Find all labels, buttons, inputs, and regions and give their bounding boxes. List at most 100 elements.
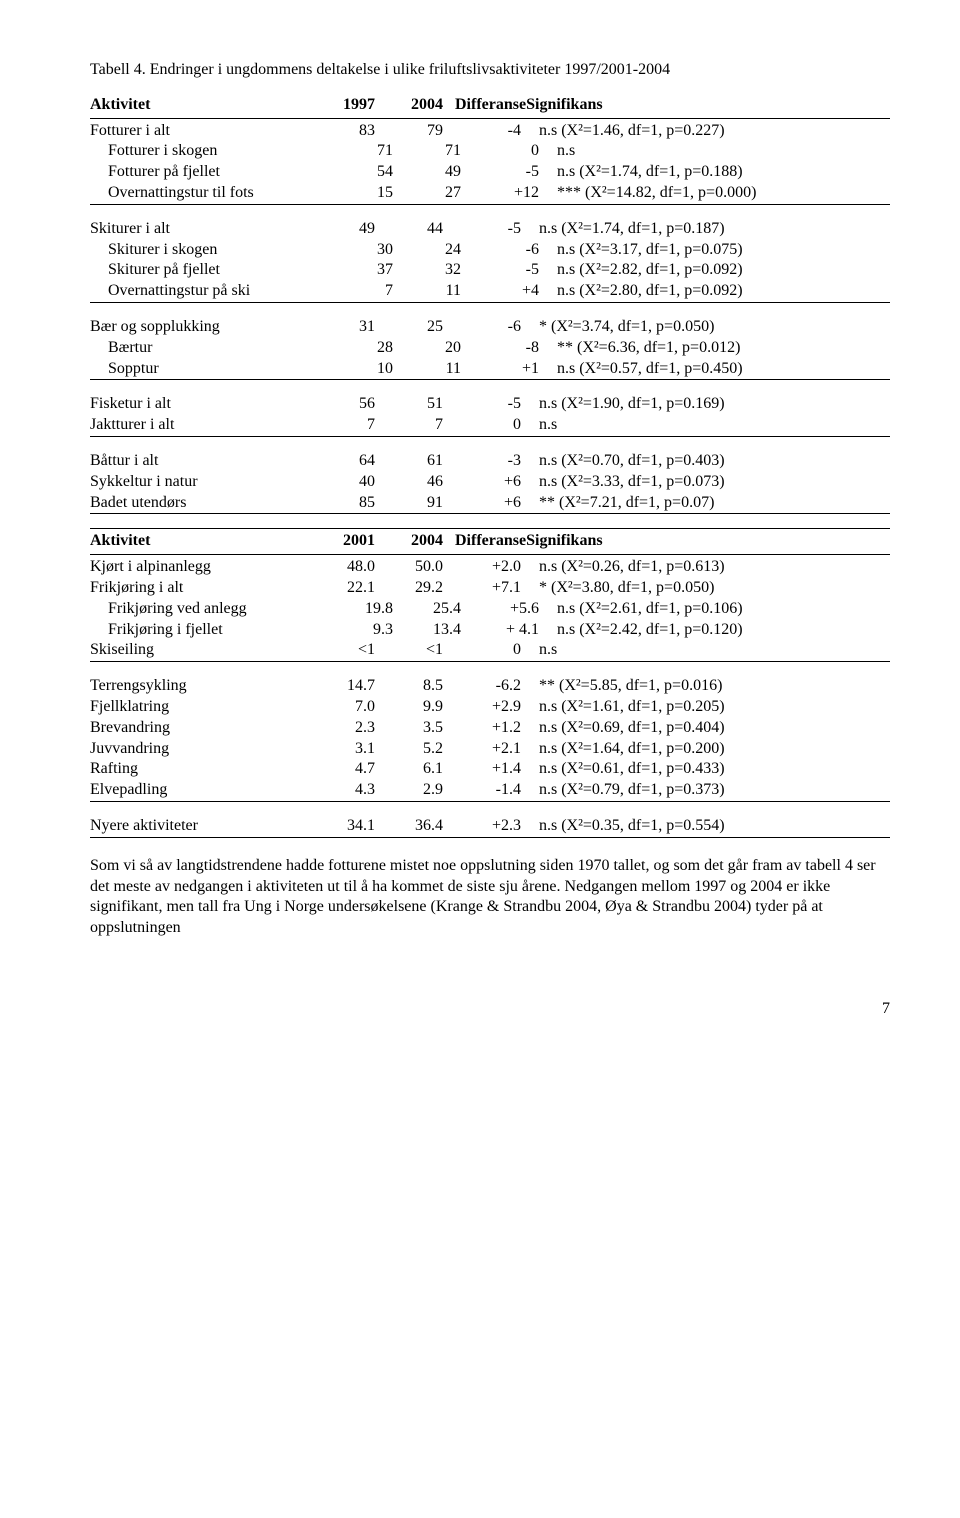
cell-diff: +6: [451, 472, 539, 493]
cell-year1: 4.3: [315, 780, 383, 801]
cell-sig: n.s (X²=1.61, df=1, p=0.205): [539, 697, 890, 718]
cell-activity: Fjellklatring: [90, 697, 315, 718]
table-row: Juvvandring3.15.2+2.1n.s (X²=1.64, df=1,…: [90, 739, 890, 760]
cell-diff: -5: [469, 162, 557, 183]
cell-activity: Bær og sopplukking: [90, 317, 315, 338]
table-row: Frikjøring i fjellet9.313.4+ 4.1n.s (X²=…: [90, 620, 890, 641]
cell-diff: +12: [469, 183, 557, 204]
cell-sig: * (X²=3.80, df=1, p=0.050): [539, 578, 890, 599]
table-row: Skiturer i alt4944-5n.s (X²=1.74, df=1, …: [90, 219, 890, 240]
cell-diff: +2.0: [451, 557, 539, 578]
table-row: Rafting4.76.1+1.4n.s (X²=0.61, df=1, p=0…: [90, 759, 890, 780]
cell-activity: Terrengsykling: [90, 676, 315, 697]
cell-activity: Frikjøring i alt: [90, 578, 315, 599]
cell-year2: 51: [383, 394, 451, 415]
cell-year2: 7: [383, 415, 451, 436]
cell-sig: *** (X²=14.82, df=1, p=0.000): [557, 183, 890, 204]
cell-diff: +7.1: [451, 578, 539, 599]
cell-year1: 37: [333, 260, 401, 281]
cell-year1: 15: [333, 183, 401, 204]
cell-year1: 34.1: [315, 816, 383, 837]
cell-sig: ** (X²=6.36, df=1, p=0.012): [557, 338, 890, 359]
cell-sig: n.s (X²=1.74, df=1, p=0.188): [557, 162, 890, 183]
table-row: Båttur i alt6461-3n.s (X²=0.70, df=1, p=…: [90, 451, 890, 472]
table-row: Bær og sopplukking3125-6* (X²=3.74, df=1…: [90, 317, 890, 338]
cell-year2: 25: [383, 317, 451, 338]
cell-year1: 4.7: [315, 759, 383, 780]
hdr2-year2: 2004: [383, 531, 451, 552]
cell-activity: Overnattingstur til fots: [90, 183, 333, 204]
cell-diff: +5.6: [469, 599, 557, 620]
cell-diff: -6: [469, 240, 557, 261]
table-row: Sopptur1011+1n.s (X²=0.57, df=1, p=0.450…: [90, 359, 890, 381]
cell-diff: -1.4: [451, 780, 539, 801]
cell-sig: n.s (X²=1.74, df=1, p=0.187): [539, 219, 890, 240]
cell-year2: 32: [401, 260, 469, 281]
cell-year2: 29.2: [383, 578, 451, 599]
cell-year1: 49: [315, 219, 383, 240]
cell-diff: 0: [451, 415, 539, 436]
cell-year1: 14.7: [315, 676, 383, 697]
cell-activity: Brevandring: [90, 718, 315, 739]
cell-year2: 25.4: [401, 599, 469, 620]
cell-diff: +2.1: [451, 739, 539, 760]
cell-sig: * (X²=3.74, df=1, p=0.050): [539, 317, 890, 338]
cell-year2: 11: [401, 359, 469, 380]
table-row: Sykkeltur i natur4046+6n.s (X²=3.33, df=…: [90, 472, 890, 493]
cell-year1: 56: [315, 394, 383, 415]
table-row: Skiturer i skogen3024-6n.s (X²=3.17, df=…: [90, 240, 890, 261]
table-row: Fotturer i alt8379-4n.s (X²=1.46, df=1, …: [90, 121, 890, 142]
cell-sig: n.s: [557, 141, 890, 162]
cell-diff: -4: [451, 121, 539, 142]
cell-year1: 85: [315, 493, 383, 514]
cell-year2: <1: [383, 640, 451, 661]
cell-diff: +1.4: [451, 759, 539, 780]
cell-year1: 19.8: [333, 599, 401, 620]
table-row: Skiturer på fjellet3732-5n.s (X²=2.82, d…: [90, 260, 890, 281]
cell-diff: +1: [469, 359, 557, 380]
cell-year1: 7: [333, 281, 401, 302]
cell-year1: 71: [333, 141, 401, 162]
page-number: 7: [90, 999, 890, 1020]
cell-activity: Sopptur: [90, 359, 333, 380]
cell-activity: Fotturer i skogen: [90, 141, 333, 162]
cell-year2: 6.1: [383, 759, 451, 780]
cell-activity: Skiturer i skogen: [90, 240, 333, 261]
cell-diff: -3: [451, 451, 539, 472]
cell-year1: 2.3: [315, 718, 383, 739]
cell-diff: +2.9: [451, 697, 539, 718]
hdr2-diff: Differanse: [451, 531, 526, 552]
table-section-1: Fotturer i alt8379-4n.s (X²=1.46, df=1, …: [90, 121, 890, 515]
cell-activity: Skiturer i alt: [90, 219, 315, 240]
cell-year2: 2.9: [383, 780, 451, 801]
cell-year1: 54: [333, 162, 401, 183]
table-row: Overnattingstur på ski711+4n.s (X²=2.80,…: [90, 281, 890, 303]
cell-activity: Juvvandring: [90, 739, 315, 760]
cell-diff: +2.3: [451, 816, 539, 837]
cell-activity: Frikjøring ved anlegg: [90, 599, 333, 620]
cell-year2: 79: [383, 121, 451, 142]
cell-diff: -5: [469, 260, 557, 281]
table-row: Jaktturer i alt770n.s: [90, 415, 890, 437]
cell-year1: 64: [315, 451, 383, 472]
cell-activity: Jaktturer i alt: [90, 415, 315, 436]
cell-diff: -6.2: [451, 676, 539, 697]
cell-year1: 9.3: [333, 620, 401, 641]
cell-activity: Sykkeltur i natur: [90, 472, 315, 493]
cell-year2: 71: [401, 141, 469, 162]
cell-year2: 50.0: [383, 557, 451, 578]
cell-year2: 91: [383, 493, 451, 514]
cell-year2: 27: [401, 183, 469, 204]
cell-activity: Bærtur: [90, 338, 333, 359]
table-section-2: Kjørt i alpinanlegg48.050.0+2.0n.s (X²=0…: [90, 557, 890, 838]
table-row: Bærtur2820-8** (X²=6.36, df=1, p=0.012): [90, 338, 890, 359]
cell-activity: Skiturer på fjellet: [90, 260, 333, 281]
cell-sig: n.s (X²=0.69, df=1, p=0.404): [539, 718, 890, 739]
hdr-year2: 2004: [383, 95, 451, 116]
cell-year2: 36.4: [383, 816, 451, 837]
table-header-1: Aktivitet 1997 2004 Differanse Signifika…: [90, 95, 890, 119]
cell-year1: 83: [315, 121, 383, 142]
cell-sig: n.s: [539, 415, 890, 436]
table-caption: Tabell 4. Endringer i ungdommens deltake…: [90, 60, 890, 81]
cell-activity: Rafting: [90, 759, 315, 780]
